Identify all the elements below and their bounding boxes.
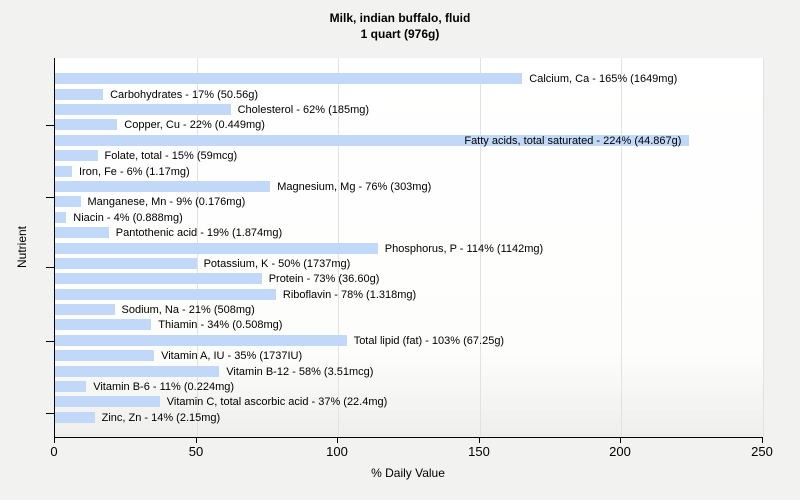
bar-thiamin: [55, 319, 152, 331]
bar-manganese-mn: [55, 196, 81, 208]
bar-label: Vitamin C, total ascorbic acid - 37% (22…: [166, 396, 388, 409]
bar-carbohydrates: [55, 88, 104, 100]
bar-label: Calcium, Ca - 165% (1649mg): [529, 73, 678, 86]
bar-label: Phosphorus, P - 114% (1142mg): [384, 242, 544, 255]
bar-pantothenic-acid: [55, 227, 109, 239]
bar-label: Vitamin B-6 - 11% (0.224mg): [93, 381, 235, 394]
bar-label: Potassium, K - 50% (1737mg): [203, 257, 351, 270]
chart-title: Milk, indian buffalo, fluid: [329, 11, 471, 25]
bar-sodium-na: [55, 304, 115, 316]
y-tick-mark: [46, 413, 54, 414]
bar-row: Manganese, Mn - 9% (0.176mg): [55, 196, 763, 209]
x-tick-mark: [196, 438, 197, 443]
bar-row: Vitamin A, IU - 35% (1737IU): [55, 350, 763, 363]
x-tick-mark: [620, 438, 621, 443]
bar-label: Thiamin - 34% (0.508mg): [158, 319, 283, 332]
bar-cholesterol: [55, 103, 231, 115]
bar-folate-total: [55, 150, 98, 162]
y-tick-mark: [46, 267, 54, 268]
bar-magnesium-mg: [55, 180, 271, 192]
bar-row: Vitamin C, total ascorbic acid - 37% (22…: [55, 396, 763, 409]
bar-label: Magnesium, Mg - 76% (303mg): [277, 180, 432, 193]
bar-row: Folate, total - 15% (59mcg): [55, 150, 763, 163]
bar-copper-cu: [55, 119, 118, 131]
bar-label: Folate, total - 15% (59mcg): [104, 150, 238, 163]
bar-row: Riboflavin - 78% (1.318mg): [55, 288, 763, 301]
chart-subtitle: 1 quart (976g): [360, 27, 440, 41]
y-tick-mark: [46, 197, 54, 198]
bar-total-lipid-fat: [55, 334, 347, 346]
bar-vitamin-a-iu: [55, 350, 155, 362]
bars-container: Calcium, Ca - 165% (1649mg) Carbohydrates…: [55, 71, 763, 425]
x-tick-label: 0: [50, 444, 58, 459]
y-tick-mark: [46, 125, 54, 126]
gridline-200: [621, 58, 622, 437]
bar-label: Zinc, Zn - 14% (2.15mg): [101, 411, 221, 424]
bar-label: Vitamin A, IU - 35% (1737IU): [161, 350, 303, 363]
x-axis-title: % Daily Value: [371, 466, 445, 480]
bar-phosphorus-p: [55, 242, 378, 254]
x-tick-label: 150: [468, 444, 490, 459]
bar-row: Calcium, Ca - 165% (1649mg): [55, 73, 763, 86]
bar-row: Sodium, Na - 21% (508mg): [55, 304, 763, 317]
bar-riboflavin: [55, 288, 276, 300]
bar-row: Zinc, Zn - 14% (2.15mg): [55, 411, 763, 424]
bar-label: Sodium, Na - 21% (508mg): [121, 304, 255, 317]
bar-row: Pantothenic acid - 19% (1.874mg): [55, 227, 763, 240]
bar-row: Copper, Cu - 22% (0.449mg): [55, 119, 763, 132]
bar-row: Cholesterol - 62% (185mg): [55, 103, 763, 116]
x-tick-label: 100: [326, 444, 348, 459]
bar-label: Iron, Fe - 6% (1.17mg): [79, 165, 190, 178]
bar-fatty-acids-total-saturated: [55, 134, 690, 146]
bar-calcium-ca: [55, 73, 523, 85]
bar-row: Vitamin B-6 - 11% (0.224mg): [55, 381, 763, 394]
bar-row: Carbohydrates - 17% (50.56g): [55, 88, 763, 101]
chart-title-block: Milk, indian buffalo, fluid 1 quart (976…: [0, 10, 800, 42]
bar-vitamin-b-12: [55, 365, 220, 377]
bar-zinc-zn: [55, 411, 95, 423]
x-tick-label: 200: [609, 444, 631, 459]
bar-label: Protein - 73% (36.60g): [268, 273, 380, 286]
bar-label: Vitamin B-12 - 58% (3.51mcg): [226, 365, 374, 378]
x-tick-mark: [479, 438, 480, 443]
x-tick-mark: [762, 438, 763, 443]
bar-row: Vitamin B-12 - 58% (3.51mcg): [55, 365, 763, 378]
x-tick-mark: [54, 438, 55, 443]
bar-label: Pantothenic acid - 19% (1.874mg): [115, 227, 283, 240]
x-tick-label: 50: [188, 444, 204, 459]
bar-niacin: [55, 211, 67, 223]
bar-label: Cholesterol - 62% (185mg): [237, 103, 370, 116]
bar-vitamin-c-total-ascorbic-acid: [55, 396, 160, 408]
bar-row: Protein - 73% (36.60g): [55, 273, 763, 286]
bar-protein: [55, 273, 262, 285]
bar-label: Carbohydrates - 17% (50.56g): [110, 88, 259, 101]
bar-vitamin-b-6: [55, 381, 87, 393]
bar-row: Thiamin - 34% (0.508mg): [55, 319, 763, 332]
bar-label: Fatty acids, total saturated - 224% (44.…: [464, 134, 682, 147]
bar-label: Niacin - 4% (0.888mg): [73, 211, 183, 224]
y-axis-title: Nutrient: [15, 225, 29, 269]
bar-iron-fe: [55, 165, 72, 177]
bar-row: Iron, Fe - 6% (1.17mg): [55, 165, 763, 178]
gridline-250: [763, 58, 764, 437]
bar-potassium-k: [55, 257, 197, 269]
plot-area: Calcium, Ca - 165% (1649mg) Carbohydrates…: [54, 58, 764, 438]
bar-row: Fatty acids, total saturated - 224% (44.…: [55, 134, 763, 147]
bar-row: Phosphorus, P - 114% (1142mg): [55, 242, 763, 255]
bar-label: Manganese, Mn - 9% (0.176mg): [87, 196, 246, 209]
bar-row: Total lipid (fat) - 103% (67.25g): [55, 334, 763, 347]
gridline-150: [480, 58, 481, 437]
bar-row: Niacin - 4% (0.888mg): [55, 211, 763, 224]
bar-label: Riboflavin - 78% (1.318mg): [282, 288, 417, 301]
bar-label: Copper, Cu - 22% (0.449mg): [124, 119, 265, 132]
x-tick-mark: [337, 438, 338, 443]
bar-row: Magnesium, Mg - 76% (303mg): [55, 180, 763, 193]
y-tick-mark: [46, 341, 54, 342]
bar-row: Potassium, K - 50% (1737mg): [55, 257, 763, 270]
x-tick-label: 250: [751, 444, 773, 459]
bar-label: Total lipid (fat) - 103% (67.25g): [353, 334, 505, 347]
